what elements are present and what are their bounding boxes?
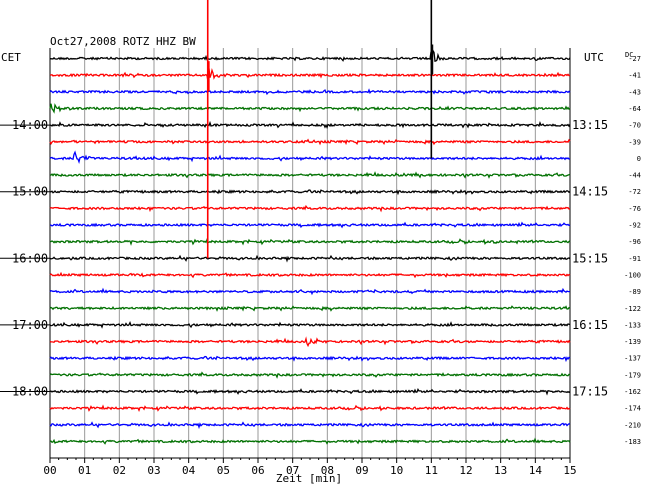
x-tick-label: 12 bbox=[459, 464, 472, 477]
utc-label: UTC bbox=[584, 51, 604, 64]
chart-title: Oct27,2008 ROTZ HHZ BW bbox=[50, 35, 196, 48]
trace-14 bbox=[49, 287, 571, 296]
trace-21 bbox=[49, 404, 571, 412]
trace-12 bbox=[49, 254, 571, 263]
dc-offset-label: -210 bbox=[624, 421, 641, 429]
x-tick-label: 14 bbox=[529, 464, 543, 477]
dc-offset-label: 0 bbox=[637, 155, 641, 163]
trace-2 bbox=[49, 88, 571, 96]
trace-10 bbox=[49, 221, 571, 229]
dc-offset-label: -27 bbox=[628, 55, 641, 63]
dc-offset-label: -76 bbox=[628, 205, 641, 213]
trace-3 bbox=[49, 103, 571, 114]
traces bbox=[49, 0, 571, 445]
grid bbox=[49, 48, 571, 463]
axis-labels: 14:0015:0016:0017:0018:0013:1514:1515:15… bbox=[0, 55, 641, 477]
dc-offset-label: -70 bbox=[628, 122, 641, 130]
trace-6 bbox=[49, 150, 571, 164]
dc-offset-label: -72 bbox=[628, 188, 641, 196]
dc-offset-label: -91 bbox=[628, 255, 641, 263]
x-tick-label: 13 bbox=[494, 464, 507, 477]
trace-0 bbox=[49, 48, 571, 63]
trace-5 bbox=[49, 138, 571, 146]
dc-offset-label: -174 bbox=[624, 405, 641, 413]
x-tick-label: 06 bbox=[251, 464, 264, 477]
trace-1 bbox=[49, 68, 571, 82]
dc-offset-label: -92 bbox=[628, 222, 641, 230]
x-tick-label: 15 bbox=[563, 464, 576, 477]
x-tick-label: 01 bbox=[78, 464, 91, 477]
utc-hour-label: 13:15 bbox=[572, 118, 608, 132]
trace-20 bbox=[49, 387, 571, 396]
utc-hour-label: 15:15 bbox=[572, 251, 608, 265]
x-axis-label: Zeit [min] bbox=[276, 472, 342, 485]
trace-15 bbox=[49, 305, 571, 312]
x-tick-label: 07 bbox=[286, 464, 299, 477]
dc-offset-label: -89 bbox=[628, 288, 641, 296]
trace-13 bbox=[49, 271, 571, 279]
utc-hour-label: 14:15 bbox=[572, 185, 608, 199]
trace-17 bbox=[49, 336, 571, 348]
dc-offset-label: -137 bbox=[624, 355, 641, 363]
dc-offset-label: -133 bbox=[624, 321, 641, 329]
dc-offset-label: -43 bbox=[628, 88, 641, 96]
x-tick-label: 03 bbox=[147, 464, 160, 477]
dc-header: DC bbox=[625, 51, 633, 59]
dc-offset-label: -100 bbox=[624, 271, 641, 279]
dc-offset-label: -122 bbox=[624, 305, 641, 313]
trace-22 bbox=[49, 421, 571, 430]
dc-offset-label: -96 bbox=[628, 238, 641, 246]
dc-offset-label: -179 bbox=[624, 371, 641, 379]
trace-23 bbox=[49, 437, 571, 445]
trace-9 bbox=[49, 204, 571, 213]
x-tick-label: 02 bbox=[113, 464, 126, 477]
x-tick-label: 04 bbox=[182, 464, 196, 477]
trace-19 bbox=[49, 371, 571, 379]
utc-hour-label: 16:15 bbox=[572, 318, 608, 332]
x-tick-label: 00 bbox=[43, 464, 56, 477]
dc-offset-label: -162 bbox=[624, 388, 641, 396]
dc-offset-label: -64 bbox=[628, 105, 641, 113]
trace-7 bbox=[49, 171, 571, 179]
x-tick-label: 11 bbox=[425, 464, 438, 477]
x-tick-label: 05 bbox=[217, 464, 230, 477]
trace-16 bbox=[49, 321, 571, 329]
dc-offset-label: -39 bbox=[628, 138, 641, 146]
dc-offset-label: -183 bbox=[624, 438, 641, 446]
cet-label: CET bbox=[1, 51, 21, 64]
trace-18 bbox=[49, 355, 571, 363]
dc-offset-label: -44 bbox=[628, 172, 641, 180]
trace-4 bbox=[49, 120, 571, 129]
x-tick-label: 08 bbox=[321, 464, 334, 477]
x-tick-label: 10 bbox=[390, 464, 403, 477]
trace-11 bbox=[50, 237, 571, 246]
utc-hour-label: 17:15 bbox=[572, 385, 608, 399]
trace-8 bbox=[49, 188, 571, 196]
dc-offset-label: -41 bbox=[628, 72, 641, 80]
dc-offset-label: -139 bbox=[624, 338, 641, 346]
x-tick-label: 09 bbox=[355, 464, 368, 477]
